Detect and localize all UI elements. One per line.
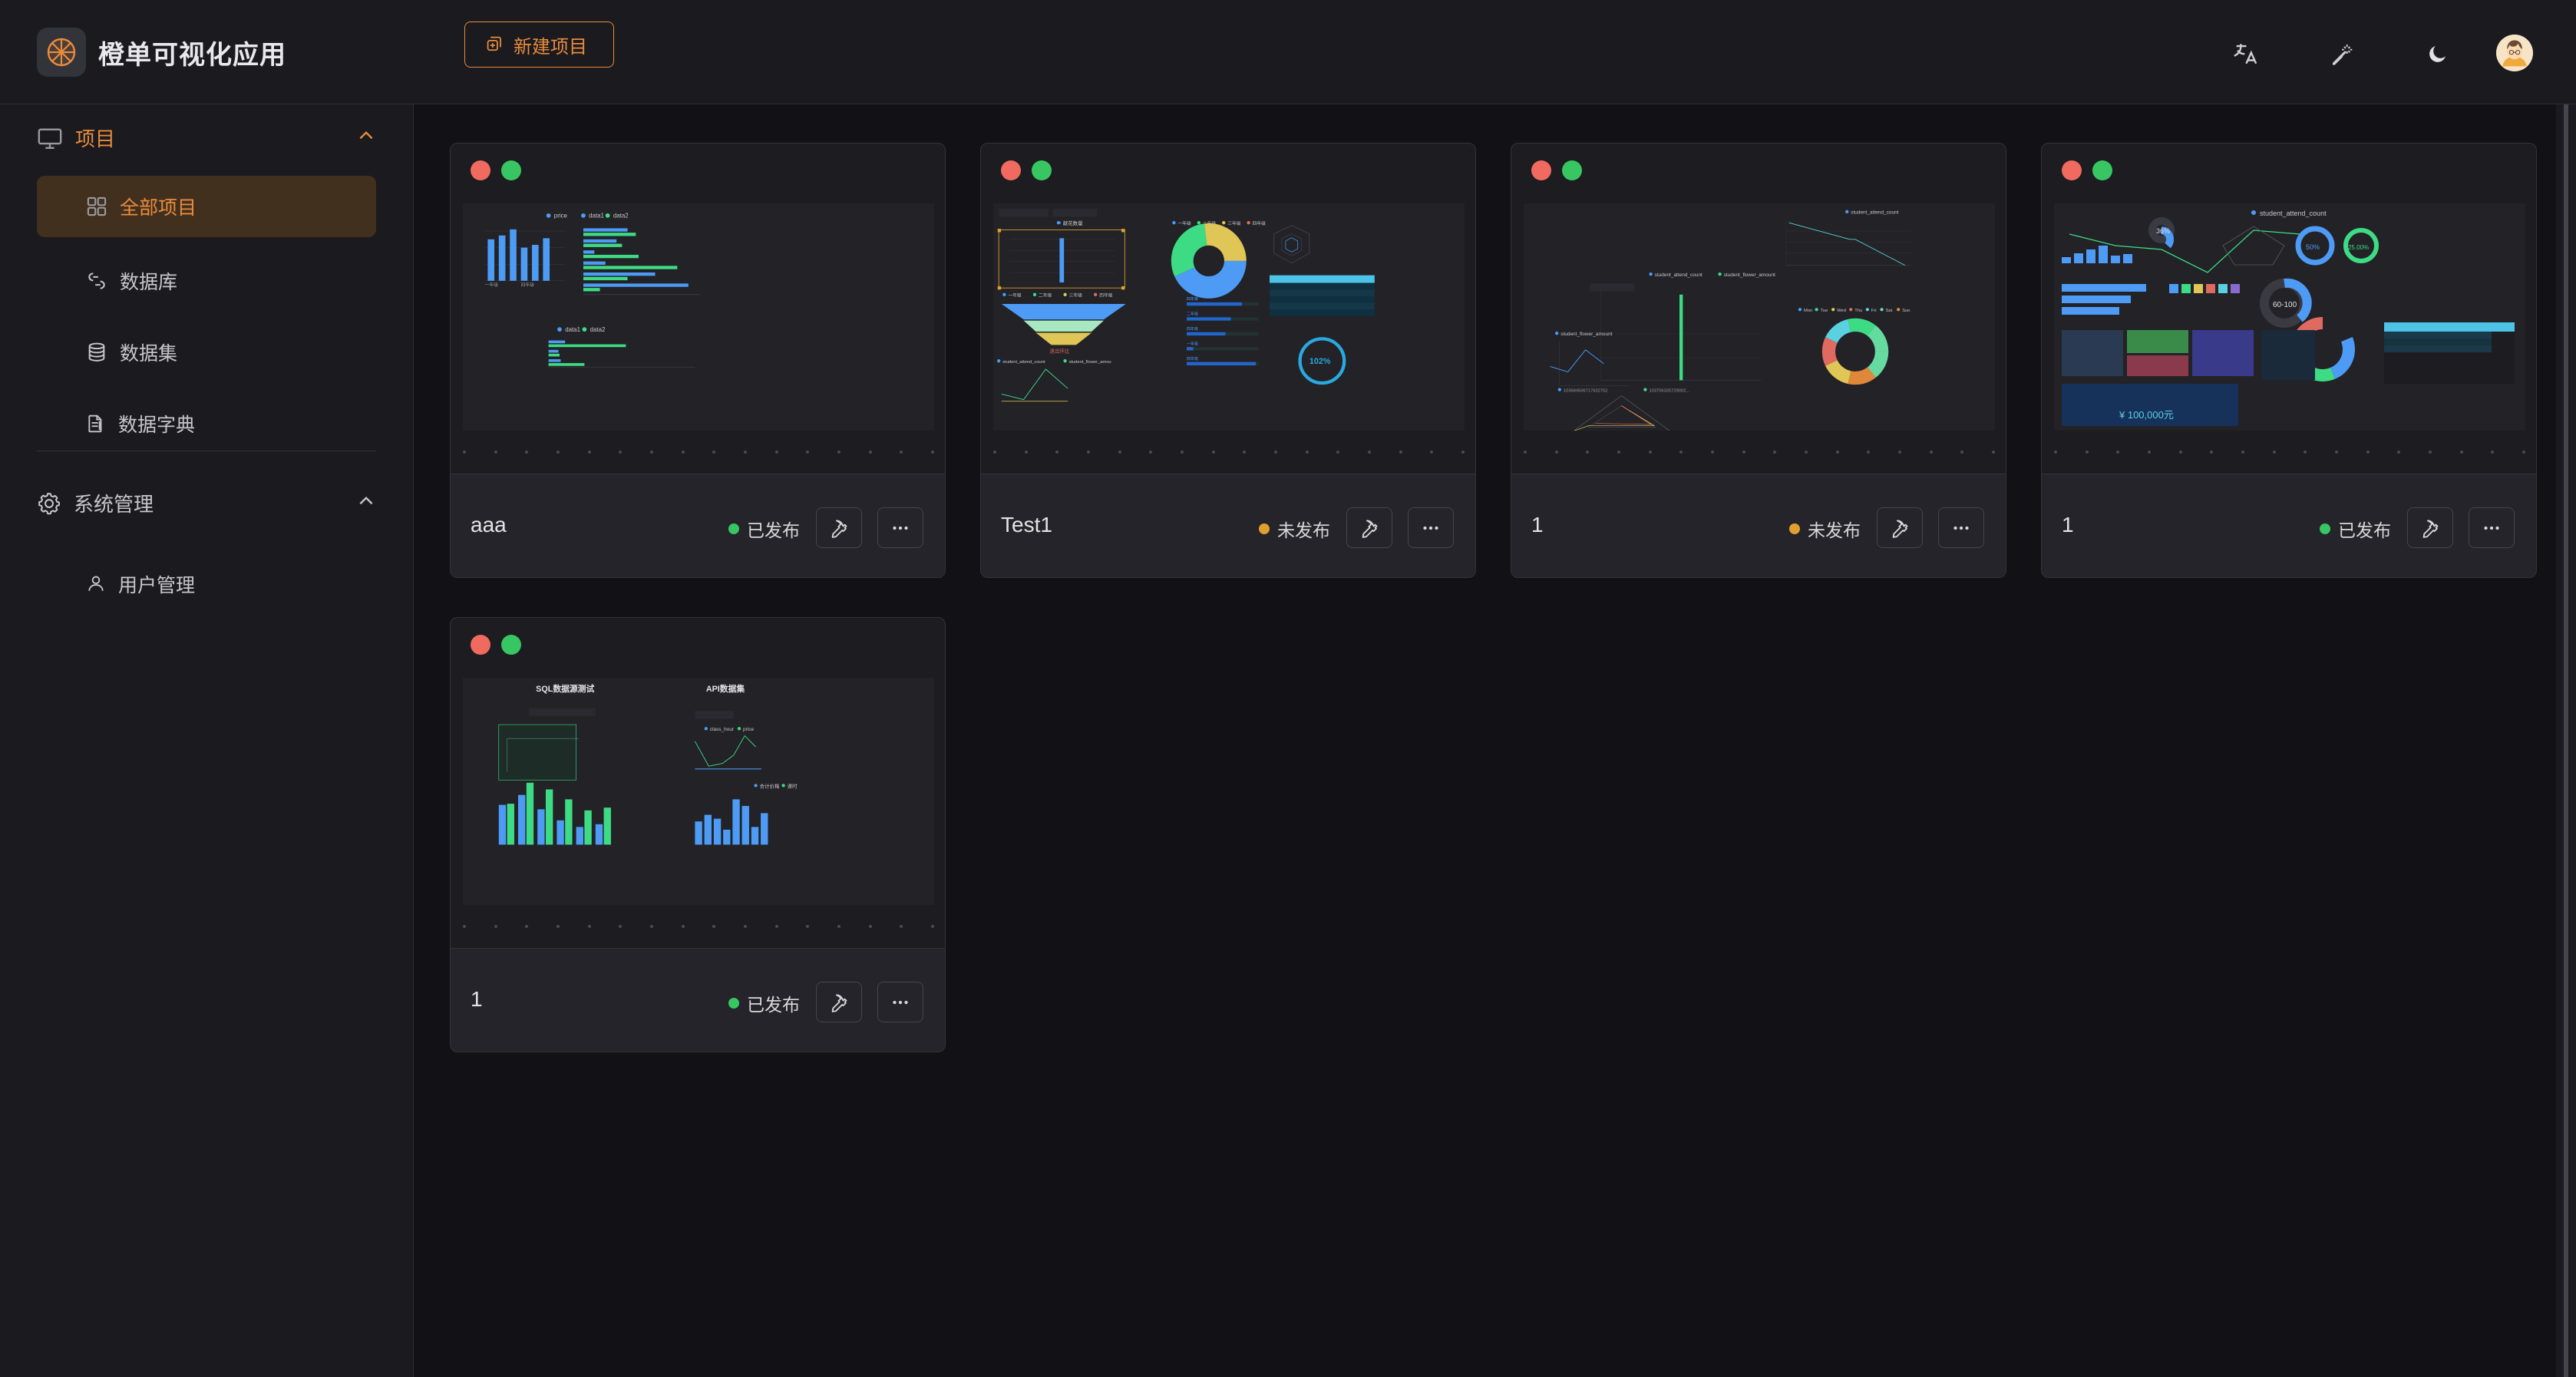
svg-text:Sun: Sun — [1902, 309, 1910, 313]
svg-text:class_hour: class_hour — [710, 727, 735, 732]
svg-text:四年级: 四年级 — [1187, 356, 1198, 362]
svg-text:四年级: 四年级 — [1187, 326, 1198, 332]
svg-text:student_attend_count: student_attend_count — [1002, 360, 1045, 365]
svg-text:Mon: Mon — [1804, 309, 1812, 313]
svg-text:一年级: 一年级 — [1187, 341, 1198, 346]
svg-text:60-100: 60-100 — [2273, 301, 2297, 309]
svg-text:合计价格: 合计价格 — [760, 782, 780, 789]
svg-text:三年级: 三年级 — [1227, 220, 1240, 226]
svg-text:一年级: 一年级 — [1008, 292, 1022, 299]
svg-text:四年级: 四年级 — [1187, 296, 1198, 302]
svg-text:四年级: 四年级 — [1099, 292, 1112, 299]
svg-text:student_attend_count: student_attend_count — [1655, 272, 1702, 278]
svg-text:price: price — [554, 213, 568, 220]
svg-text:¥ 100,000元: ¥ 100,000元 — [2119, 409, 2174, 421]
svg-text:50%: 50% — [2306, 243, 2320, 251]
svg-text:103706325729002...: 103706325729002... — [1649, 389, 1689, 394]
svg-text:student_attend_count: student_attend_count — [1851, 210, 1898, 216]
svg-text:36%: 36% — [2156, 227, 2170, 235]
svg-text:三年级: 三年级 — [1069, 292, 1082, 299]
svg-text:25.00%: 25.00% — [2348, 244, 2369, 251]
svg-text:Wed: Wed — [1837, 309, 1846, 313]
svg-text:一年级: 一年级 — [1177, 220, 1191, 226]
svg-text:Sat: Sat — [1886, 309, 1893, 313]
svg-text:103684506717632752: 103684506717632752 — [1564, 389, 1608, 394]
svg-text:退出环比: 退出环比 — [1049, 347, 1069, 354]
svg-text:课时: 课时 — [788, 782, 798, 789]
svg-text:SQL数据源测试: SQL数据源测试 — [536, 684, 594, 694]
svg-text:四年级: 四年级 — [521, 282, 534, 288]
svg-text:price: price — [743, 727, 754, 732]
svg-text:四年级: 四年级 — [1253, 220, 1267, 226]
svg-text:student_flower_amount: student_flower_amount — [1560, 332, 1612, 337]
svg-text:student_attend_count: student_attend_count — [2260, 210, 2327, 217]
svg-text:Fri: Fri — [1871, 309, 1877, 313]
svg-text:student_flower_amount: student_flower_amount — [1724, 272, 1775, 278]
svg-text:102%: 102% — [1309, 357, 1331, 366]
svg-text:二年级: 二年级 — [1187, 311, 1198, 316]
svg-text:data2: data2 — [590, 326, 606, 333]
svg-text:一年级: 一年级 — [485, 282, 498, 288]
svg-text:data1: data1 — [589, 213, 604, 220]
svg-text:Thu: Thu — [1854, 309, 1862, 313]
svg-text:student_flower_amou: student_flower_amou — [1069, 360, 1111, 365]
svg-text:data2: data2 — [613, 213, 629, 220]
svg-text:data1: data1 — [565, 326, 580, 333]
svg-text:Tue: Tue — [1821, 309, 1828, 313]
svg-text:献花数量: 献花数量 — [1063, 220, 1083, 226]
svg-text:API数据集: API数据集 — [706, 684, 745, 694]
svg-text:二年级: 二年级 — [1039, 292, 1052, 299]
